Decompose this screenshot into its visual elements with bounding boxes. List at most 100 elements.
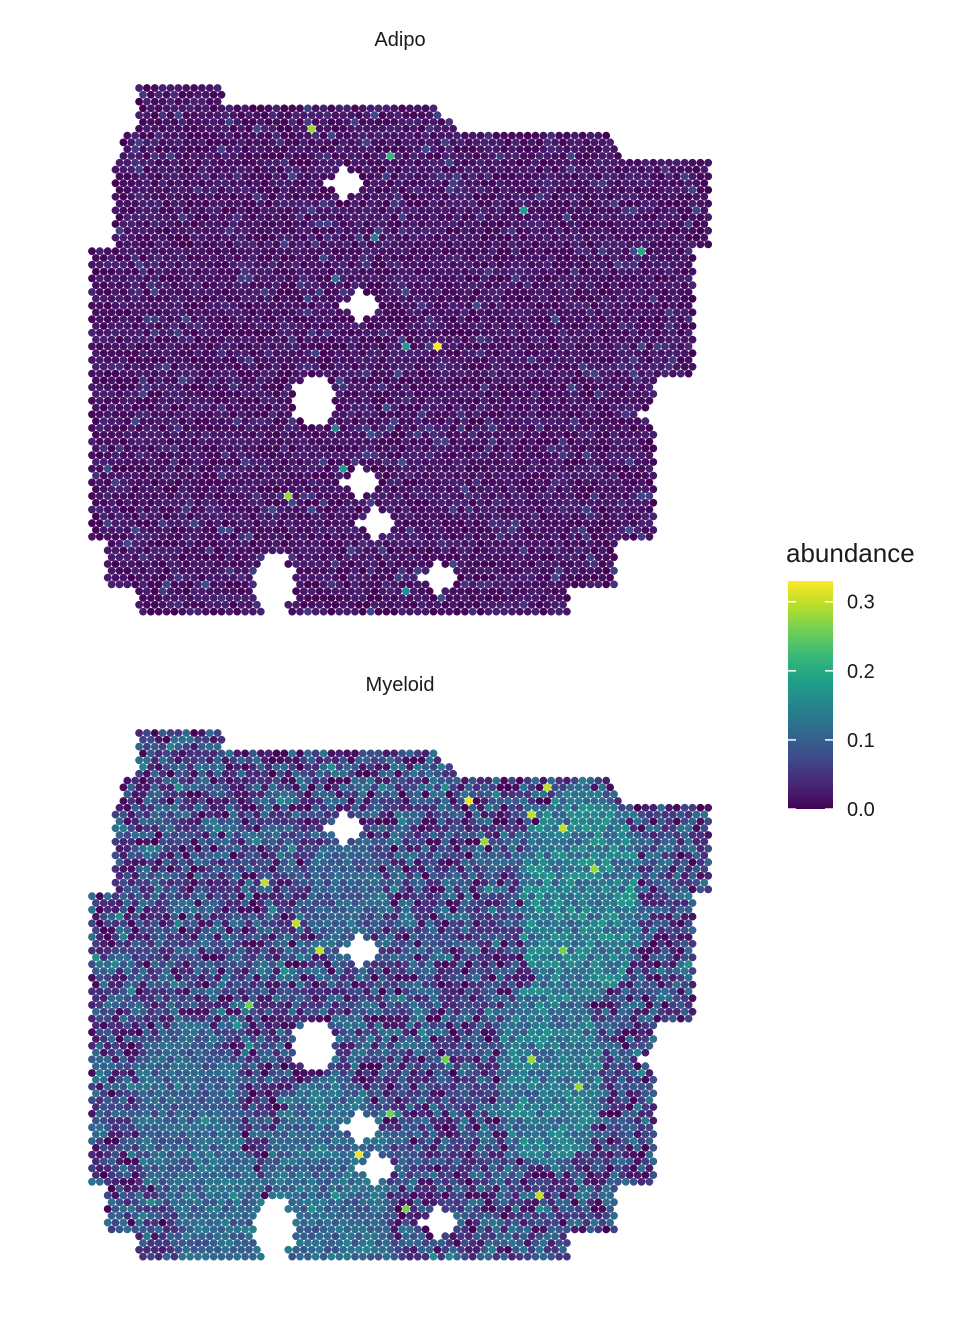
spot-point	[590, 451, 599, 460]
spot-point	[351, 553, 359, 562]
spot-point	[307, 124, 316, 133]
spot-point	[311, 362, 320, 371]
spot-point	[288, 430, 297, 439]
spot-point	[523, 417, 532, 426]
spot-point	[139, 186, 147, 194]
spot-point	[131, 226, 140, 235]
spot-point	[637, 369, 646, 378]
spot-point	[515, 240, 524, 249]
spot-point	[343, 471, 351, 480]
spot-point	[107, 580, 116, 589]
spot-point	[201, 362, 210, 371]
spot-point	[531, 566, 540, 575]
spot-point	[166, 383, 175, 392]
spot-point	[441, 138, 450, 147]
spot-point	[661, 342, 669, 351]
spot-point	[559, 437, 567, 446]
spot-point	[441, 437, 450, 446]
spot-point	[296, 417, 304, 426]
spot-point	[205, 369, 214, 378]
spot-point	[602, 553, 611, 562]
spot-point	[547, 403, 556, 412]
spot-point	[402, 165, 410, 174]
spot-point	[245, 369, 253, 378]
spot-point	[221, 546, 230, 555]
spot-point	[135, 437, 144, 446]
spot-point	[590, 410, 599, 419]
spot-point	[421, 498, 430, 507]
spot-point	[111, 492, 120, 500]
spot-point	[574, 138, 583, 147]
spot-point	[378, 356, 387, 364]
spot-point	[421, 580, 430, 589]
spot-point	[461, 362, 469, 371]
spot-point	[629, 464, 638, 473]
spot-point	[119, 464, 128, 473]
spot-point	[304, 539, 312, 548]
spot-point	[92, 281, 100, 290]
spot-point	[304, 430, 312, 439]
spot-point	[213, 179, 222, 188]
spot-point	[453, 471, 461, 480]
spot-point	[523, 145, 532, 154]
spot-point	[131, 417, 140, 426]
spot-point	[194, 158, 202, 167]
spot-point	[409, 165, 418, 174]
spot-point	[551, 315, 559, 324]
spot-point	[610, 498, 618, 507]
spot-point	[496, 369, 505, 378]
spot-point	[417, 342, 426, 351]
spot-point	[559, 464, 567, 473]
spot-point	[586, 362, 595, 371]
spot-point	[602, 199, 611, 208]
spot-point	[307, 260, 316, 269]
spot-point	[260, 356, 269, 364]
spot-point	[551, 410, 559, 419]
spot-point	[201, 539, 210, 548]
spot-point	[559, 206, 567, 215]
spot-point	[574, 315, 583, 324]
spot-point	[566, 152, 575, 160]
spot-point	[225, 349, 234, 358]
spot-point	[519, 505, 528, 514]
spot-point	[362, 396, 371, 405]
spot-point	[598, 573, 607, 582]
spot-point	[661, 179, 669, 188]
spot-point	[480, 546, 489, 555]
spot-point	[205, 560, 214, 568]
spot-point	[201, 240, 210, 249]
spot-point	[461, 390, 469, 398]
spot-point	[531, 213, 540, 222]
spot-point	[115, 254, 124, 262]
spot-point	[425, 383, 434, 392]
spot-point	[594, 145, 603, 154]
spot-point	[374, 458, 383, 466]
spot-point	[539, 539, 548, 548]
spot-point	[260, 138, 269, 147]
spot-point	[398, 335, 406, 344]
spot-point	[523, 186, 532, 194]
spot-point	[304, 240, 312, 249]
spot-point	[154, 172, 163, 181]
spot-point	[464, 451, 473, 460]
spot-point	[237, 274, 246, 283]
spot-point	[598, 396, 607, 405]
spot-point	[154, 458, 163, 466]
spot-point	[213, 587, 222, 596]
spot-point	[610, 376, 618, 385]
spot-point	[523, 294, 532, 303]
spot-point	[637, 532, 646, 541]
spot-point	[606, 288, 614, 296]
spot-point	[390, 335, 399, 344]
spot-point	[570, 254, 579, 262]
spot-point	[249, 240, 257, 249]
spot-point	[519, 192, 528, 201]
spot-point	[135, 492, 144, 500]
spot-point	[103, 532, 112, 541]
spot-point	[186, 294, 195, 303]
spot-point	[555, 526, 563, 534]
spot-point	[178, 335, 187, 344]
spot-point	[457, 464, 465, 473]
spot-point	[437, 118, 446, 126]
spot-point	[625, 390, 634, 398]
